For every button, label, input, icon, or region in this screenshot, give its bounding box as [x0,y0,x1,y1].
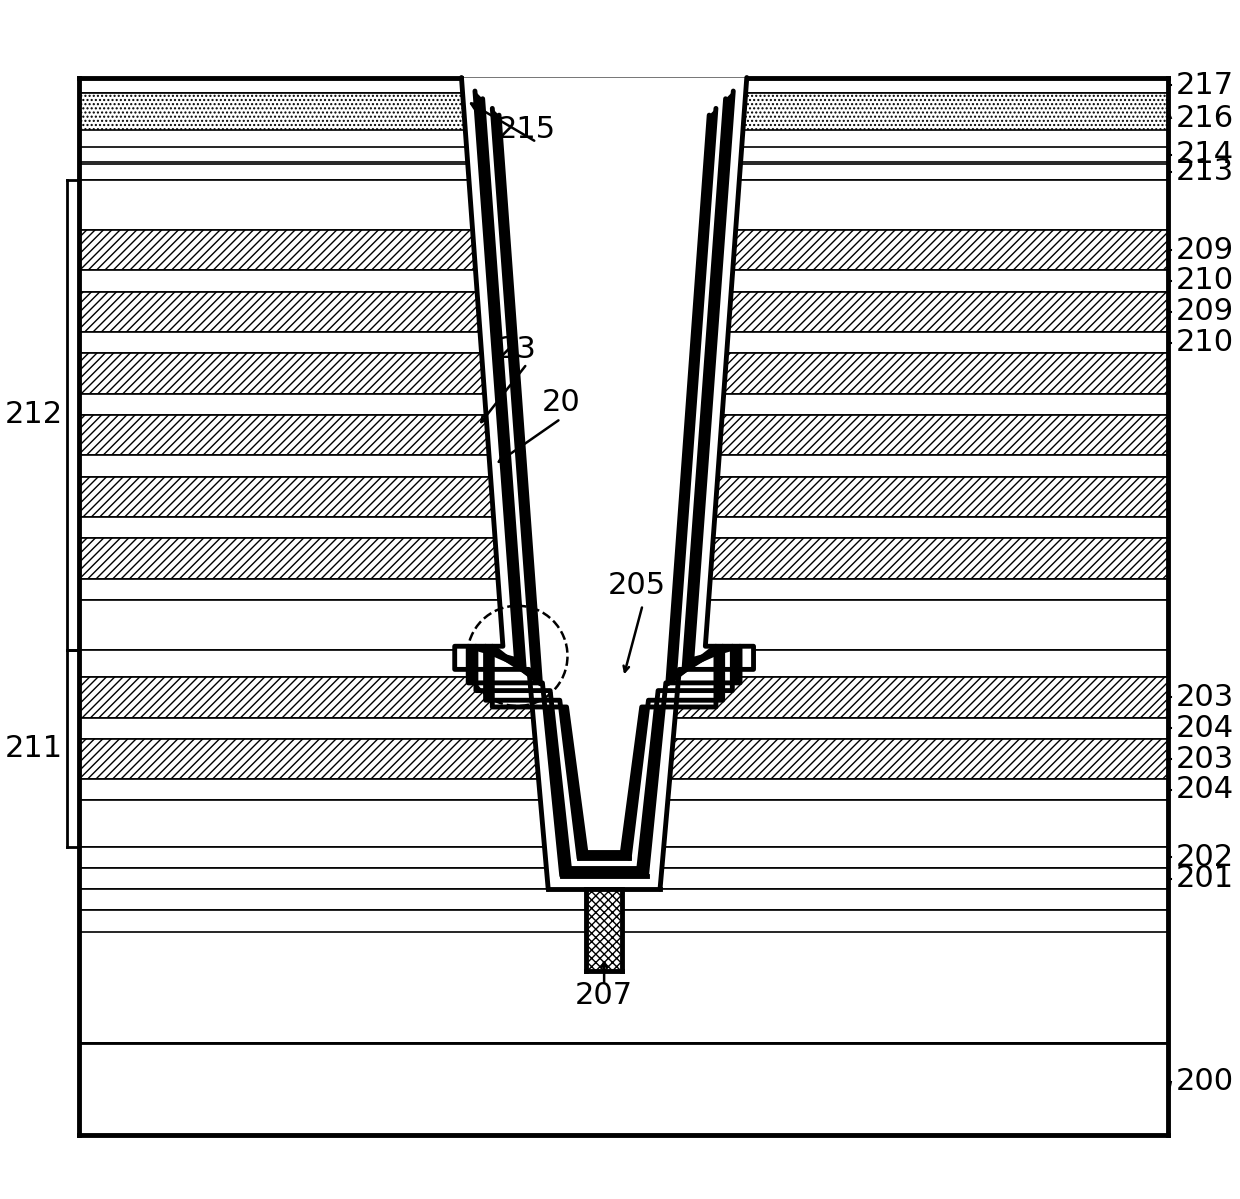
Text: 215: 215 [498,115,557,144]
Text: 202: 202 [1176,843,1234,872]
Text: 204: 204 [1176,776,1234,805]
Bar [79,230,1168,270]
Bar [79,517,1168,538]
Text: 210: 210 [1176,266,1234,295]
Bar [585,890,622,971]
Polygon shape [492,115,715,851]
Bar [79,393,1168,415]
Bar [79,739,1168,779]
Text: 204: 204 [1176,713,1234,742]
Bar [79,846,1168,868]
Bar [79,890,1168,910]
Text: 211: 211 [4,734,62,763]
Bar [79,180,1168,230]
Text: 203: 203 [1176,745,1234,773]
Text: 209: 209 [1176,235,1234,265]
Text: 214: 214 [1176,140,1234,169]
Bar [79,650,1168,677]
Text: 23: 23 [498,335,537,363]
Bar [79,1043,1168,1135]
Polygon shape [455,78,754,890]
Text: 216: 216 [1176,103,1234,133]
Bar [79,147,1168,162]
Text: 205: 205 [608,571,666,600]
Bar [79,538,1168,579]
Bar [79,476,1168,517]
Text: 212: 212 [4,400,62,429]
Bar [79,579,1168,600]
Bar [79,78,1168,94]
Bar [79,270,1168,291]
Bar [79,717,1168,739]
Bar [79,332,1168,354]
Text: 200: 200 [1176,1067,1234,1096]
Bar [79,94,1168,129]
Text: 203: 203 [1176,683,1234,712]
Text: 213: 213 [1176,157,1234,187]
Bar [79,78,1168,1043]
Polygon shape [469,91,740,875]
Bar [79,868,1168,890]
Bar [79,164,1168,180]
Text: 217: 217 [1176,71,1234,100]
Bar [79,415,1168,456]
Bar [79,910,1168,932]
Bar [79,354,1168,393]
Bar [79,801,1168,846]
Text: 209: 209 [1176,297,1234,326]
Bar [79,677,1168,717]
Bar [79,456,1168,476]
Polygon shape [476,98,733,868]
Bar [79,291,1168,332]
Text: 207: 207 [575,981,634,1010]
Polygon shape [455,78,754,890]
Text: 210: 210 [1176,329,1234,357]
Text: 201: 201 [1176,864,1234,893]
Text: 20: 20 [542,387,580,417]
Polygon shape [486,108,723,858]
Bar [79,779,1168,801]
Bar [79,600,1168,650]
